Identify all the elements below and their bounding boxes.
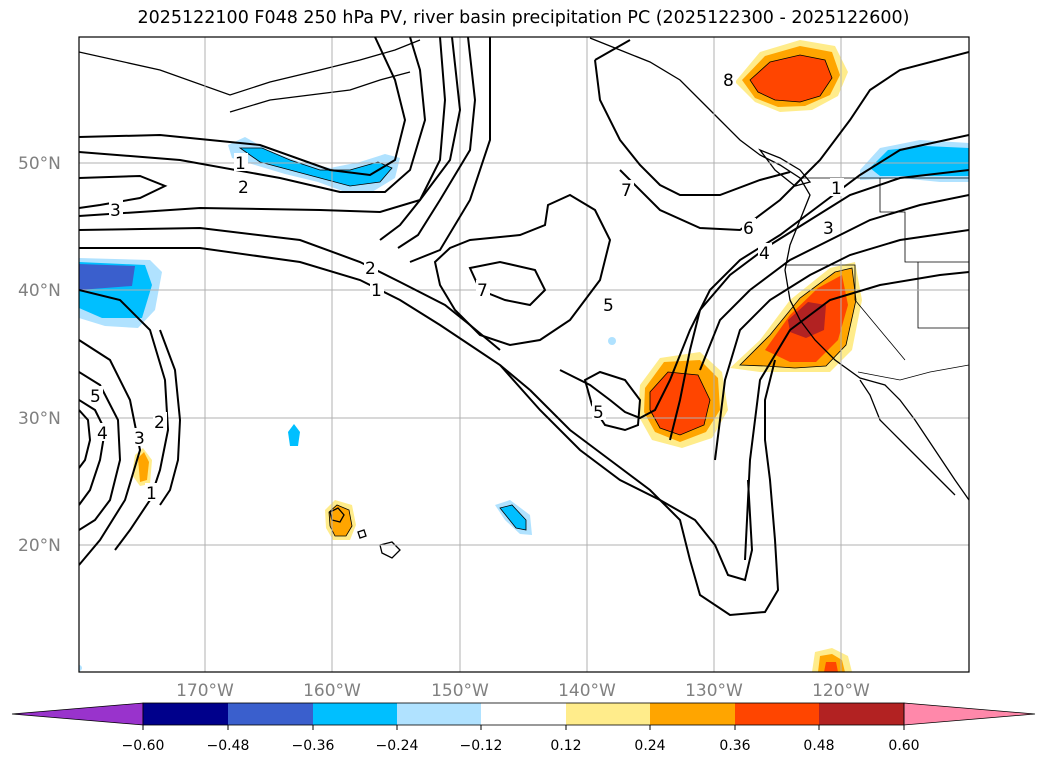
colorbar-label: 0.36 bbox=[719, 738, 750, 754]
lon-label-160w: 160°W bbox=[303, 681, 361, 701]
colorbar-bin bbox=[481, 703, 566, 725]
pv-contour-1 bbox=[79, 247, 531, 391]
colorbar-bin bbox=[650, 703, 735, 725]
contour-label-1-east: 1 bbox=[831, 179, 842, 199]
lon-label-130w: 130°W bbox=[685, 681, 743, 701]
baja-coast bbox=[859, 379, 956, 496]
colorbar-label: −0.36 bbox=[292, 738, 335, 754]
pv-contour-left-1 bbox=[79, 339, 142, 566]
lat-label-20n: 20°N bbox=[18, 536, 61, 556]
colorbar-label: −0.48 bbox=[207, 738, 250, 754]
pv-contour-2b bbox=[714, 229, 969, 461]
colorbar: −0.60 −0.48 −0.36 −0.24 −0.12 0.12 0.24 … bbox=[11, 702, 1036, 754]
nw-coast bbox=[589, 37, 969, 501]
lat-label-50n: 50°N bbox=[18, 154, 61, 174]
map-frame bbox=[78, 36, 970, 673]
contour-label-3-east: 3 bbox=[823, 219, 834, 239]
colorbar-label: 0.12 bbox=[550, 738, 581, 754]
neg-anomaly-dot bbox=[608, 337, 616, 345]
colorbar-label: 0.48 bbox=[803, 738, 834, 754]
contour-labels: 1 2 3 1 2 7 7 6 5 4 3 1 8 5 bbox=[89, 70, 844, 504]
colorbar-label: −0.24 bbox=[376, 738, 419, 754]
hawaii-island-2 bbox=[379, 541, 401, 559]
pv-contour-ring-5 bbox=[433, 193, 612, 347]
vancouver-island bbox=[758, 148, 812, 187]
colorbar-bin bbox=[397, 703, 481, 725]
lat-axis: 50°N 40°N 30°N 20°N bbox=[18, 154, 61, 556]
contour-label-7: 7 bbox=[621, 181, 632, 201]
contour-label-3-west: 3 bbox=[134, 429, 145, 449]
neg-anomaly-aleutian-core bbox=[240, 148, 392, 186]
pv-contour-left-6 bbox=[79, 409, 92, 469]
pv-contour-top-1 bbox=[79, 37, 407, 177]
lon-label-120w: 120°W bbox=[812, 681, 870, 701]
pv-contour-5 bbox=[559, 134, 969, 420]
contour-label-5-west: 5 bbox=[90, 387, 101, 407]
colorbar-label: −0.60 bbox=[122, 738, 165, 754]
contour-label-1: 1 bbox=[235, 154, 246, 174]
colorbar-label: 0.24 bbox=[634, 738, 665, 754]
colorbar-bin bbox=[566, 703, 650, 725]
lat-label-30n: 30°N bbox=[18, 409, 61, 429]
colorbar-bin bbox=[143, 703, 228, 725]
colorbar-bin bbox=[228, 703, 313, 725]
pv-contour-7 bbox=[594, 39, 791, 196]
graticule bbox=[79, 37, 969, 672]
contour-label-4: 4 bbox=[759, 244, 770, 264]
contour-label-2-mid: 2 bbox=[365, 259, 376, 279]
contour-label-8: 8 bbox=[723, 71, 734, 91]
pv-contour-1b bbox=[744, 271, 969, 561]
neg-anomaly-small-1 bbox=[288, 424, 300, 446]
contour-label-1-mid: 1 bbox=[371, 281, 382, 301]
lat-label-40n: 40°N bbox=[18, 281, 61, 301]
pv-contour-left-2 bbox=[79, 371, 122, 531]
pv-contour-deep-2 bbox=[397, 37, 477, 249]
alaska-coast bbox=[79, 39, 421, 96]
contour-label-5-south: 5 bbox=[593, 403, 604, 423]
contour-label-7-ring: 7 bbox=[477, 281, 488, 301]
colorbar-frame bbox=[142, 702, 905, 726]
lon-label-150w: 150°W bbox=[431, 681, 489, 701]
colorbar-extend-high bbox=[903, 702, 1036, 726]
pv-contour-deep-3 bbox=[409, 37, 491, 263]
colorbar-bin bbox=[735, 703, 819, 725]
neg-anomaly-west-core bbox=[79, 264, 135, 290]
pv-contour-left-4 bbox=[79, 289, 170, 551]
pv-contour-3a bbox=[79, 174, 168, 209]
pv-contour-deep bbox=[379, 37, 462, 241]
contour-label-1-west: 1 bbox=[146, 484, 157, 504]
colorbar-extend-low bbox=[11, 702, 144, 726]
pv-contours bbox=[79, 37, 969, 617]
lon-axis: 170°W 160°W 150°W 140°W 130°W 120°W bbox=[176, 681, 870, 701]
map-title: 2025122100 F048 250 hPa PV, river basin … bbox=[137, 8, 910, 28]
pos-anomaly-alaska-core bbox=[750, 55, 832, 102]
pv-contour-3 bbox=[699, 194, 969, 371]
contour-label-2-west: 2 bbox=[154, 413, 165, 433]
contour-label-3: 3 bbox=[110, 201, 121, 221]
colorbar-label: −0.12 bbox=[460, 738, 503, 754]
lon-label-140w: 140°W bbox=[558, 681, 616, 701]
lon-label-170w: 170°W bbox=[176, 681, 234, 701]
colorbar-bin bbox=[313, 703, 397, 725]
colorbar-label: 0.60 bbox=[888, 738, 919, 754]
contour-label-5: 5 bbox=[603, 296, 614, 316]
pv-contour-3b bbox=[79, 37, 447, 217]
contour-label-2: 2 bbox=[238, 178, 249, 198]
contour-label-6: 6 bbox=[743, 219, 754, 239]
pv-contour-left-3 bbox=[79, 399, 107, 506]
pv-contour-6 bbox=[619, 51, 969, 232]
contour-label-4-west: 4 bbox=[97, 424, 108, 444]
pv-contour-top-2 bbox=[79, 37, 427, 193]
neg-anomaly-small-2-core bbox=[500, 505, 526, 530]
pv-contour-south bbox=[529, 359, 780, 617]
pv-contour-south-2 bbox=[499, 364, 754, 582]
colorbar-bin bbox=[819, 703, 904, 725]
coastlines bbox=[79, 37, 969, 559]
pv-contour-left-5 bbox=[159, 329, 182, 506]
colorbar-ticks bbox=[142, 725, 905, 730]
anomaly-outlines bbox=[238, 54, 857, 537]
pv-contour-4 bbox=[669, 169, 969, 441]
